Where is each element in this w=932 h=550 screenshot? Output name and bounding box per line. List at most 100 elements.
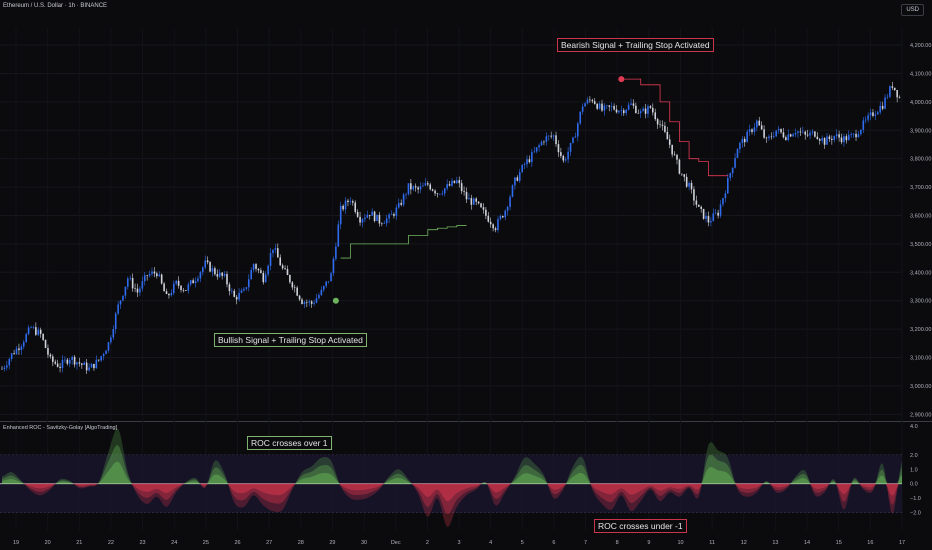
candle-body [393, 214, 395, 216]
candle-body [806, 134, 809, 136]
candle-body [504, 210, 507, 218]
candlestick-series [1, 81, 901, 374]
candle-body [862, 120, 865, 130]
candle-body [39, 329, 42, 334]
candle-body [107, 342, 110, 351]
candle-body [881, 105, 884, 109]
candle-body [785, 137, 787, 141]
bullish-signal-dot [332, 297, 339, 304]
candle-body [872, 112, 874, 116]
roc-negative-area [2, 483, 902, 528]
candle-body [64, 359, 66, 361]
candle-body [492, 224, 494, 229]
candle-body [177, 280, 180, 286]
candle-body [97, 359, 100, 361]
candle-body [678, 159, 681, 174]
candle-body [826, 136, 828, 145]
candle-body [695, 200, 698, 205]
candle-body [330, 273, 332, 282]
roc-positive-area [2, 461, 902, 484]
candle-body [240, 290, 243, 293]
candle-body [170, 293, 173, 296]
candle-body [400, 202, 402, 205]
candle-body [342, 205, 344, 210]
candle-body [608, 105, 611, 107]
candle-body [15, 348, 18, 355]
candle-body [625, 109, 627, 114]
candle-body [567, 151, 569, 160]
price-tick-label: 3,800.00 [910, 157, 931, 163]
candle-body [354, 202, 357, 212]
candle-body [664, 125, 666, 132]
candle-body [877, 112, 879, 115]
candle-body [647, 106, 649, 114]
candle-body [209, 262, 211, 272]
time-tick-label: 7 [584, 540, 587, 546]
candle-body [896, 90, 898, 98]
candle-body [327, 281, 330, 282]
candle-body [714, 212, 717, 214]
price-axis[interactable]: 4,200.00 4,100.00 4,000.00 3,900.00 3,800.00… [910, 43, 931, 418]
roc-positive-area [2, 428, 902, 484]
candle-body [27, 327, 30, 335]
candle-body [748, 129, 751, 132]
candle-body [601, 103, 603, 111]
candle-body [644, 108, 647, 114]
time-tick-label: 30 [361, 540, 367, 546]
candle-body [13, 353, 15, 355]
candle-body [538, 145, 540, 148]
candle-body [816, 136, 819, 140]
candle-body [760, 125, 763, 130]
candle-body [722, 198, 724, 205]
candle-body [252, 264, 255, 270]
candle-body [639, 111, 642, 114]
candle-body [622, 110, 625, 114]
candle-body [381, 223, 383, 225]
roc-tick-label: 0.0 [910, 482, 918, 488]
candle-body [475, 198, 477, 202]
candle-body [68, 359, 71, 364]
candle-body [44, 339, 47, 348]
time-axis[interactable]: 19 20 21 22 23 24 25 26 27 28 29 30 Dec 2 3 4 5 6 7 8 9 10 11 1… [13, 540, 905, 546]
candle-body [49, 354, 52, 357]
currency-badge[interactable]: USD [901, 4, 924, 16]
candle-body [257, 268, 260, 271]
candle-body [223, 274, 226, 276]
candle-body [424, 183, 427, 186]
candle-body [685, 176, 688, 187]
roc-axis[interactable]: 4.0 2.0 1.0 0.0 −1.0 −2.0 [910, 424, 921, 517]
candle-body [272, 249, 274, 254]
candle-body [879, 105, 882, 113]
candle-body [828, 136, 831, 139]
candle-body [8, 358, 11, 366]
candle-body [146, 275, 148, 276]
candle-body [194, 281, 197, 284]
candle-body [480, 203, 482, 208]
candle-body [189, 280, 192, 285]
candle-body [838, 134, 840, 138]
candle-body [654, 112, 657, 120]
time-tick-label: 6 [552, 540, 555, 546]
candle-body [397, 202, 400, 208]
candle-body [775, 130, 777, 137]
indicator-title[interactable]: Enhanced ROC - Savitzky-Golay [AlgoTradi… [3, 425, 118, 431]
candle-body [383, 223, 386, 224]
candle-body [627, 104, 630, 110]
candle-body [531, 152, 533, 163]
candle-body [777, 128, 780, 131]
candle-body [158, 274, 161, 277]
time-tick-label: Dec [391, 540, 401, 546]
candle-body [431, 189, 434, 191]
candle-body [289, 275, 291, 283]
candle-body [136, 288, 139, 293]
roc-tick-label: −2.0 [910, 511, 921, 517]
candle-body [264, 274, 267, 283]
price-tick-label: 3,100.00 [910, 356, 931, 362]
candle-body [521, 165, 523, 173]
candle-body [429, 184, 432, 190]
time-tick-label: 27 [266, 540, 272, 546]
candle-body [702, 208, 705, 219]
candle-body [291, 282, 294, 288]
